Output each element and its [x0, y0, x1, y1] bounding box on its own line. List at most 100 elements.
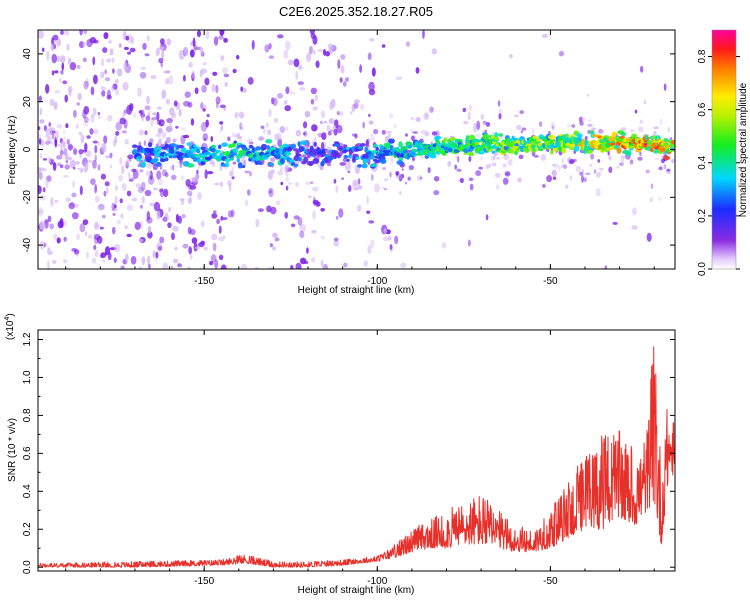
spectrogram-noise-point [315, 60, 320, 68]
spectrogram-noise-point [459, 177, 464, 183]
spectrogram-noise-point [467, 116, 471, 120]
spectrogram-track-point [172, 155, 178, 159]
spectrogram-noise-point [58, 77, 62, 83]
spectrogram-noise-point [141, 183, 145, 190]
spectrogram-noise-point [112, 212, 116, 216]
spectrogram-noise-point [604, 265, 608, 269]
spectrogram-noise-point [304, 110, 311, 118]
spectrogram-noise-point [143, 140, 147, 146]
spectrogram-noise-point [150, 75, 157, 80]
spectrogram-noise-point [202, 108, 206, 112]
spectrogram-track-point [532, 145, 537, 152]
spectrogram-noise-point [224, 81, 228, 87]
spectrogram-noise-point [130, 36, 134, 45]
spectrogram-noise-point [158, 188, 164, 193]
spectrogram-noise-point [455, 152, 458, 160]
spectrogram-noise-point [78, 148, 84, 155]
spectrogram-noise-point [126, 204, 134, 212]
spectrogram-noise-point [552, 169, 558, 177]
spectrogram-noise-point [553, 163, 560, 169]
spectrogram-track-point [200, 146, 206, 151]
spectrogram-noise-point [519, 110, 524, 115]
spectrogram-track-point [138, 155, 143, 159]
spectrogram-noise-point [162, 168, 165, 174]
snr-x-tick-label: -150 [194, 576, 214, 587]
spectrogram-noise-point [172, 225, 179, 232]
spectrogram-noise-point [468, 104, 473, 112]
spectrogram-noise-point [263, 128, 266, 134]
spectrogram-noise-point [369, 37, 375, 42]
spectrogram-noise-point [405, 133, 408, 137]
spectrogram-noise-point [305, 181, 310, 186]
snr-multiplier: (x104) [4, 313, 16, 340]
spectrogram-noise-point [381, 129, 386, 135]
spectrogram-noise-point [332, 125, 336, 130]
spectrogram-noise-point [381, 186, 385, 189]
spectrogram-noise-point [595, 188, 601, 197]
spectrogram-noise-point [60, 69, 64, 75]
spectrogram-noise-point [113, 257, 117, 264]
spectrogram-noise-point [38, 172, 43, 180]
spectrogram-track-point [301, 146, 305, 152]
spectrogram-noise-point [237, 132, 240, 140]
spectrogram-noise-point [340, 54, 346, 60]
spectrogram-noise-point [293, 215, 300, 220]
spectrogram-noise-point [425, 113, 428, 118]
spectrogram-noise-point [71, 192, 77, 198]
spectrogram-noise-point [353, 99, 361, 104]
spectrogram-noise-point [64, 94, 69, 103]
spectrogram-noise-point [86, 251, 89, 259]
spectrogram-noise-point [335, 215, 339, 220]
spectrogram-noise-point [531, 127, 535, 135]
spectrogram-noise-point [39, 152, 42, 159]
spectrogram-noise-point [352, 179, 359, 187]
spectrogram-noise-point [161, 169, 167, 177]
spectrogram-noise-point [109, 50, 114, 56]
spectrogram-noise-point [79, 223, 86, 233]
spectrogram-noise-point [45, 178, 49, 189]
spectrogram-noise-point [462, 107, 467, 113]
spectrogram-noise-point [343, 262, 348, 268]
spectrogram-noise-point [157, 245, 163, 251]
spectrogram-noise-point [340, 65, 345, 74]
spectrogram-track-point [333, 141, 340, 145]
spectrogram-noise-point [109, 164, 113, 169]
colorbar-tick-label: 0.8 [697, 49, 708, 63]
spectrogram-noise-point [191, 70, 196, 79]
spectrogram-noise-point [220, 55, 225, 61]
spectrogram-noise-point [196, 30, 202, 38]
spectrogram-noise-point [40, 168, 47, 172]
spectrogram-noise-point [146, 95, 150, 105]
spectrogram-noise-point [200, 102, 204, 110]
spectrogram-noise-point [181, 213, 186, 219]
spectrogram-noise-point [103, 135, 108, 144]
spectrogram-noise-point [284, 105, 291, 112]
spectrogram-noise-point [54, 138, 58, 148]
spectrogram-noise-point [551, 164, 556, 167]
spectrogram-noise-point [51, 37, 54, 46]
spectrogram-noise-point [463, 121, 469, 125]
spectrogram-noise-point [80, 168, 84, 172]
spectrogram-noise-point [38, 206, 43, 217]
spectrogram-noise-point [336, 111, 340, 116]
spectrogram-noise-point [75, 123, 80, 129]
spectrogram-noise-point [83, 116, 89, 123]
spectrogram-noise-point [333, 128, 338, 136]
spectrogram-noise-point [297, 81, 304, 85]
spectrogram-noise-point [321, 110, 326, 119]
spectrogram-noise-point [447, 160, 452, 167]
spectrogram-noise-point [561, 157, 565, 165]
spectrogram-noise-point [599, 170, 603, 177]
spectrogram-noise-point [200, 125, 203, 129]
spectrogram-noise-point [157, 127, 163, 134]
spectrogram-track-point [361, 163, 368, 169]
spectrogram-noise-point [77, 93, 82, 101]
spectrogram-noise-point [608, 166, 613, 174]
spectrogram-noise-point [52, 158, 55, 167]
spectrogram-x-tick-label: -150 [194, 276, 214, 287]
spectrogram-noise-point [210, 254, 217, 263]
spectrogram-noise-point [468, 155, 472, 162]
spectrogram-noise-point [114, 195, 118, 206]
spectrogram-noise-point [272, 246, 277, 251]
spectrogram-noise-point [47, 157, 52, 164]
